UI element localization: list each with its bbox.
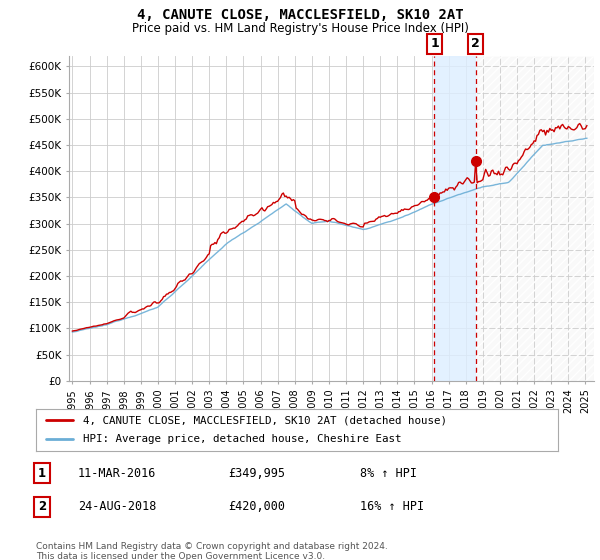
Text: Contains HM Land Registry data © Crown copyright and database right 2024.
This d: Contains HM Land Registry data © Crown c…: [36, 542, 388, 560]
Bar: [476, 56, 594, 381]
Text: £420,000: £420,000: [228, 500, 285, 514]
Text: 16% ↑ HPI: 16% ↑ HPI: [360, 500, 424, 514]
Text: 1: 1: [430, 38, 439, 50]
Text: 11-MAR-2016: 11-MAR-2016: [78, 466, 157, 480]
Text: 2: 2: [471, 38, 480, 50]
Text: 4, CANUTE CLOSE, MACCLESFIELD, SK10 2AT: 4, CANUTE CLOSE, MACCLESFIELD, SK10 2AT: [137, 8, 463, 22]
Bar: [476, 56, 594, 381]
Text: 24-AUG-2018: 24-AUG-2018: [78, 500, 157, 514]
Text: HPI: Average price, detached house, Cheshire East: HPI: Average price, detached house, Ches…: [83, 435, 401, 445]
Text: 4, CANUTE CLOSE, MACCLESFIELD, SK10 2AT (detached house): 4, CANUTE CLOSE, MACCLESFIELD, SK10 2AT …: [83, 415, 447, 425]
Text: 2: 2: [38, 500, 46, 514]
Text: Price paid vs. HM Land Registry's House Price Index (HPI): Price paid vs. HM Land Registry's House …: [131, 22, 469, 35]
Text: £349,995: £349,995: [228, 466, 285, 480]
Text: 8% ↑ HPI: 8% ↑ HPI: [360, 466, 417, 480]
Bar: [434, 56, 476, 381]
Text: 1: 1: [38, 466, 46, 480]
